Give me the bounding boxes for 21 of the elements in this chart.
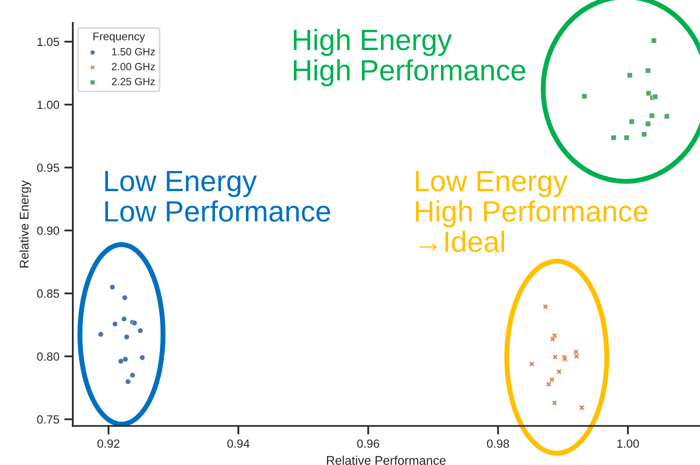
y-axis-title: Relative Energy: [19, 180, 32, 268]
legend-title: Frequency: [93, 32, 145, 43]
legend-label: 2.25 GHz: [112, 78, 155, 86]
annotation: Low Energy High Performance →Ideal: [416, 171, 648, 252]
y-tick-label: 0.80: [37, 352, 60, 361]
x-tick-label: 0.92: [97, 439, 120, 448]
x-tick-label: 1.00: [617, 439, 639, 448]
y-tick-label: 1.00: [38, 100, 60, 109]
x-tick-label: 0.96: [357, 439, 380, 448]
legend-label: 2.00 GHz: [112, 62, 155, 70]
x-axis-title: Relative Performance: [326, 456, 446, 465]
y-tick-label: 0.90: [37, 226, 60, 235]
y-tick-label: 1.05: [38, 38, 60, 46]
legend-label: 1.50 GHz: [112, 48, 155, 56]
annotation: High Energy High Performance: [294, 28, 526, 86]
x-tick-label: 0.98: [487, 439, 510, 448]
y-tick-label: 0.75: [37, 415, 60, 424]
x-tick-label: 0.94: [227, 439, 250, 448]
y-tick-label: 0.85: [37, 289, 60, 298]
annotation: Low Energy Low Performance: [105, 171, 330, 222]
y-tick-label: 0.95: [37, 164, 60, 172]
